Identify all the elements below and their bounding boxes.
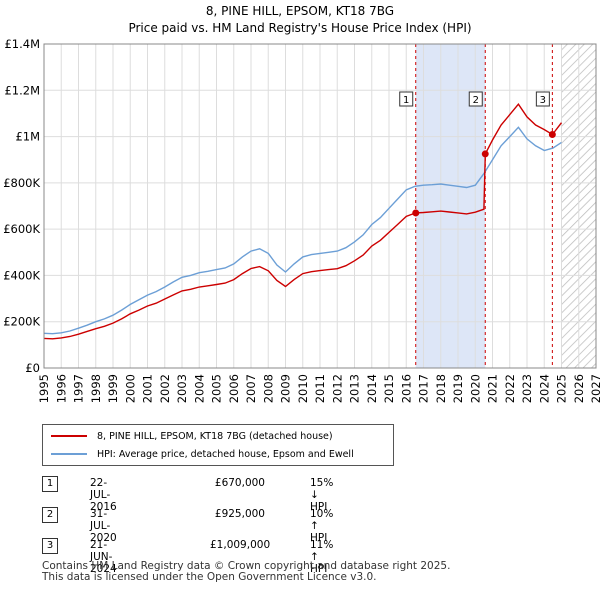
chart-subtitle: Price paid vs. HM Land Registry's House … <box>128 21 472 35</box>
transaction-date: 22-JUL-2016 <box>90 477 117 513</box>
sale-label-box <box>399 91 414 107</box>
transaction-price: £670,000 <box>214 477 265 489</box>
transaction-number: 2 <box>42 507 58 523</box>
transaction-hpi-diff: 10% ↑ HPI <box>310 508 334 544</box>
y-tick-label: £0 <box>25 361 40 375</box>
x-tick-label: 2000 <box>123 374 137 403</box>
x-tick-label: 2013 <box>348 374 362 403</box>
y-tick-label: £600K <box>3 222 40 236</box>
x-tick-label: 2010 <box>296 374 310 403</box>
price-chart: 1 2 3 £0 £200K £400K £600K £800K £1M £1.2M £1.4M 19… <box>3 37 600 403</box>
x-tick-label: 2021 <box>486 374 500 403</box>
legend: 8, PINE HILL, EPSOM, KT18 7BG (detached … <box>42 424 394 466</box>
x-tick-label: 2027 <box>589 374 600 403</box>
y-tick-label: £1.2M <box>4 83 40 97</box>
legend-swatch-property <box>51 435 87 437</box>
x-tick-label: 2005 <box>210 374 224 403</box>
x-tick-label: 2012 <box>330 374 344 403</box>
y-tick-label: £800K <box>3 176 40 190</box>
legend-label-hpi: HPI: Average price, detached house, Epso… <box>97 448 354 460</box>
x-tick-label: 1996 <box>54 374 68 403</box>
y-tick-label: £1M <box>15 130 40 144</box>
x-tick-label: 2018 <box>434 374 448 403</box>
x-tick-label: 1998 <box>89 374 103 403</box>
x-tick-label: 2017 <box>417 374 431 403</box>
x-tick-label: 2015 <box>382 374 396 403</box>
y-tick-label: £400K <box>3 268 40 282</box>
x-tick-label: 2004 <box>192 374 206 403</box>
transaction-number: 3 <box>42 538 58 554</box>
footer-copyright: Contains HM Land Registry data © Crown c… <box>42 560 451 572</box>
x-tick-label: 1995 <box>37 374 51 403</box>
footer: Contains HM Land Registry data © Crown c… <box>42 561 450 583</box>
x-tick-label: 2009 <box>279 374 293 403</box>
legend-label-property: 8, PINE HILL, EPSOM, KT18 7BG (detached … <box>97 430 333 442</box>
transaction-number: 1 <box>42 476 58 492</box>
x-tick-label: 1999 <box>106 374 120 403</box>
x-tick-label: 2014 <box>365 374 379 403</box>
plot-border <box>43 43 597 369</box>
sale-label: 1 <box>403 95 409 106</box>
transaction-date: 31-JUL-2020 <box>90 508 117 544</box>
transaction-hpi-diff: 15% ↓ HPI <box>310 477 334 513</box>
legend-item-property: 8, PINE HILL, EPSOM, KT18 7BG (detached … <box>51 428 333 444</box>
transaction-hpi-diff: 11% ↑ HPI <box>310 539 334 575</box>
x-tick-label: 2019 <box>451 374 465 403</box>
chart-title: 8, PINE HILL, EPSOM, KT18 7BG <box>205 4 395 18</box>
x-tick-label: 2011 <box>313 374 327 403</box>
x-tick-label: 2020 <box>468 374 482 403</box>
transaction-date: 21-JUN-2024 <box>90 539 117 575</box>
x-tick-label: 2007 <box>244 374 258 403</box>
y-tick-label: £200K <box>3 315 40 329</box>
legend-swatch-hpi <box>51 453 87 455</box>
x-tick-label: 2002 <box>158 374 172 403</box>
footer-licence: This data is licensed under the Open Gov… <box>42 571 377 583</box>
sale-label: 2 <box>473 95 479 106</box>
x-tick-label: 2026 <box>572 374 586 403</box>
x-tick-label: 2003 <box>175 374 189 403</box>
sale-label-box <box>468 91 483 107</box>
sale-point <box>412 209 420 217</box>
x-tick-label: 2008 <box>261 374 275 403</box>
x-tick-label: 2016 <box>399 374 413 403</box>
hpi-line <box>43 126 562 335</box>
x-tick-label: 1997 <box>72 374 86 403</box>
sale-point <box>481 150 489 158</box>
transaction-price: £1,009,000 <box>210 539 271 551</box>
x-tick-label: 2006 <box>227 374 241 403</box>
y-tick-label: £1.4M <box>4 37 40 51</box>
sale-point <box>548 130 556 138</box>
property-line <box>43 103 563 340</box>
x-tick-label: 2024 <box>537 374 551 403</box>
legend-item-hpi: HPI: Average price, detached house, Epso… <box>51 446 354 462</box>
transaction-price: £925,000 <box>214 508 265 520</box>
sale-label-box <box>535 91 550 107</box>
x-tick-label: 2022 <box>503 374 517 403</box>
sale-label: 3 <box>540 95 546 106</box>
x-tick-label: 2001 <box>141 374 155 403</box>
x-tick-label: 2023 <box>520 374 534 403</box>
x-tick-label: 2025 <box>555 374 569 403</box>
